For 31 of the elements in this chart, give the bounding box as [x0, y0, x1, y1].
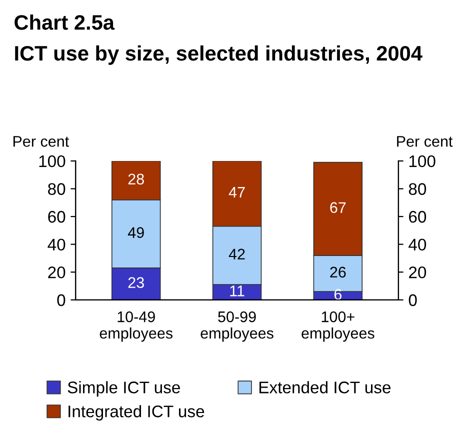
data-label: 28 [128, 174, 144, 185]
y2-tick-label: 80 [408, 183, 426, 195]
y-tick-label: 40 [48, 238, 66, 251]
data-label: 23 [128, 277, 144, 288]
x-tick-label: 10-49 employees [100, 311, 173, 342]
data-label: 47 [228, 187, 245, 198]
chart-title: Chart 2.5a [14, 14, 115, 30]
legend-label: Integrated ICT use [68, 405, 204, 421]
data-label: 11 [230, 286, 244, 296]
y-tick-label: 60 [48, 210, 66, 223]
data-label: 49 [128, 227, 144, 238]
x-tick-label: 50-99 employees [200, 311, 274, 342]
y2-axis-title: Per cent [397, 136, 453, 147]
y-tick-label: 20 [48, 266, 66, 278]
y2-tick-label: 20 [409, 266, 426, 278]
y2-tick-label: 40 [408, 238, 426, 251]
y2-tick-label: 100 [409, 155, 436, 168]
y-axis-title: Per cent [13, 136, 70, 147]
legend-label: Extended ICT use [259, 381, 390, 394]
data-label: 42 [228, 248, 245, 260]
x-tick-label: 100+ employees [302, 311, 374, 342]
y-tick-label: 100 [39, 155, 66, 168]
data-label: 6 [334, 288, 342, 300]
y-tick-label: 80 [48, 183, 66, 195]
data-label: 67 [330, 202, 346, 213]
data-label: 26 [330, 266, 346, 278]
chart-subtitle: ICT use by size, selected industries, 2004 [15, 45, 422, 65]
y-tick-label: 0 [57, 294, 66, 306]
y2-tick-label: 60 [409, 210, 426, 223]
y2-tick-label: 0 [408, 294, 417, 306]
legend-label: Simple ICT use [68, 381, 180, 397]
